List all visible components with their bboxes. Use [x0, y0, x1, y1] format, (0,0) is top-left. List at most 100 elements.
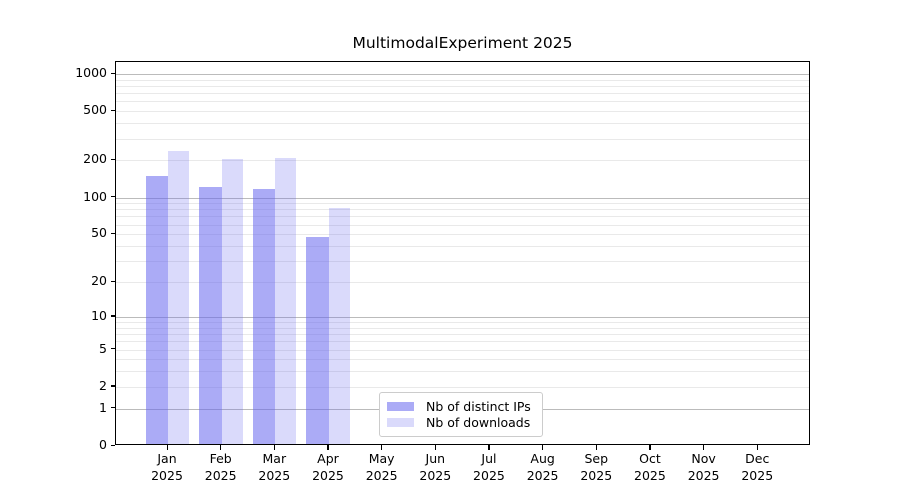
gridline-minor — [116, 261, 809, 263]
x-tick-year-text: 2025 — [365, 468, 398, 483]
y-tick-mark — [110, 196, 115, 198]
chart-title: MultimodalExperiment 2025 — [352, 34, 573, 52]
x-tick-month-text: Sep — [584, 451, 609, 466]
x-tick-mark — [488, 445, 490, 450]
legend-item-distinct-ips: Nb of distinct IPs — [387, 398, 534, 415]
legend-label-downloads: Nb of downloads — [426, 415, 531, 431]
x-tick-month-text: Aug — [530, 451, 555, 466]
x-tick-month-text: May — [368, 451, 395, 466]
y-tick-label: 1 — [99, 399, 107, 415]
gridline-minor — [116, 224, 809, 226]
distinct-ips-swatch-icon — [387, 401, 414, 411]
gridline-minor — [116, 334, 809, 336]
gridline-minor — [116, 93, 809, 95]
x-tick-mark — [220, 445, 222, 450]
x-tick-mark — [381, 445, 383, 450]
x-tick-mark — [273, 445, 275, 450]
x-tick-mark — [595, 445, 597, 450]
gridline-minor — [116, 160, 809, 162]
x-tick-mark — [542, 445, 544, 450]
x-tick-month-text: Jul — [481, 451, 497, 466]
x-tick-month-text: Apr — [317, 451, 339, 466]
gridline-minor — [116, 371, 809, 373]
x-tick-mark — [434, 445, 436, 450]
x-tick-month-text: Jan — [157, 451, 177, 466]
x-tick-label-month: Mar 2025 — [242, 450, 306, 484]
gridline-minor — [116, 359, 809, 361]
x-tick-label-month: Dec 2025 — [725, 450, 789, 484]
y-tick-label: 50 — [91, 225, 107, 241]
y-tick-label: 1000 — [75, 65, 107, 80]
x-tick-year-text: 2025 — [151, 468, 183, 483]
x-tick-year-text: 2025 — [258, 468, 291, 483]
bar-distinct-ips-jan — [145, 176, 168, 444]
y-tick-label: 200 — [83, 151, 107, 167]
x-tick-label-month: Aug 2025 — [511, 450, 575, 484]
y-tick-mark — [110, 315, 115, 317]
y-tick-label: 10 — [91, 307, 107, 323]
gridline-minor — [116, 327, 809, 329]
gridline-minor — [116, 216, 809, 218]
legend: Nb of distinct IPs Nb of downloads — [379, 392, 543, 437]
y-tick-mark — [110, 348, 115, 350]
y-tick-mark — [110, 385, 115, 387]
y-tick-label: 20 — [91, 273, 107, 289]
gridline-minor — [116, 209, 809, 211]
x-tick-label-month: Jun 2025 — [403, 450, 467, 484]
gridline-minor — [116, 101, 809, 103]
gridline-minor — [116, 138, 809, 140]
gridline-minor — [116, 246, 809, 248]
y-tick-mark — [110, 109, 115, 111]
x-tick-mark — [166, 445, 168, 450]
x-tick-month-text: Mar — [262, 451, 287, 466]
gridline-minor — [116, 386, 809, 388]
x-tick-year-text: 2025 — [580, 468, 613, 483]
y-tick-mark — [110, 407, 115, 409]
x-tick-mark — [703, 445, 705, 450]
gridline-minor — [116, 111, 809, 113]
x-tick-year-text: 2025 — [687, 468, 720, 483]
x-tick-label-month: Nov 2025 — [672, 450, 736, 484]
y-tick-label: 100 — [83, 188, 107, 204]
gridline-minor — [116, 234, 809, 236]
gridline-minor — [116, 123, 809, 125]
x-tick-label-month: Jul 2025 — [457, 450, 521, 484]
y-tick-mark — [110, 72, 115, 74]
x-tick-label-month: Oct 2025 — [618, 450, 682, 484]
x-tick-label-month: Jan 2025 — [135, 450, 199, 484]
x-tick-label-month: Feb 2025 — [189, 450, 253, 484]
gridline-minor — [116, 322, 809, 324]
x-tick-month-text: Nov — [691, 451, 716, 466]
x-tick-month-text: Jun — [425, 451, 446, 466]
gridline-minor — [116, 341, 809, 343]
y-tick-mark — [110, 158, 115, 161]
bar-distinct-ips-feb — [199, 186, 222, 444]
gridline-major — [116, 74, 809, 75]
y-tick-label: 500 — [83, 102, 107, 118]
x-tick-month-text: Oct — [639, 451, 661, 466]
gridline-minor — [116, 282, 809, 284]
plot-area — [115, 61, 810, 445]
x-tick-month-text: Dec — [745, 451, 770, 466]
x-tick-month-text: Feb — [209, 451, 232, 466]
x-tick-mark — [649, 445, 651, 450]
y-tick-mark — [110, 280, 115, 282]
x-tick-mark — [756, 445, 758, 450]
gridline-minor — [116, 203, 809, 205]
x-tick-year-text: 2025 — [473, 468, 505, 483]
x-tick-year-text: 2025 — [526, 468, 559, 483]
gridline-major — [116, 197, 809, 199]
x-tick-label-month: May 2025 — [350, 450, 414, 484]
x-tick-label-month: Sep 2025 — [564, 450, 628, 484]
x-tick-year-text: 2025 — [419, 468, 452, 483]
gridline-minor — [116, 79, 809, 81]
x-tick-label-month: Apr 2025 — [296, 450, 360, 484]
gridline-minor — [116, 86, 809, 87]
y-tick-label: 2 — [99, 377, 107, 393]
legend-label-distinct-ips: Nb of distinct IPs — [426, 398, 531, 414]
x-tick-year-text: 2025 — [312, 468, 344, 483]
y-tick-label: 5 — [99, 340, 107, 356]
downloads-swatch-icon — [387, 418, 414, 428]
x-tick-year-text: 2025 — [741, 468, 774, 483]
